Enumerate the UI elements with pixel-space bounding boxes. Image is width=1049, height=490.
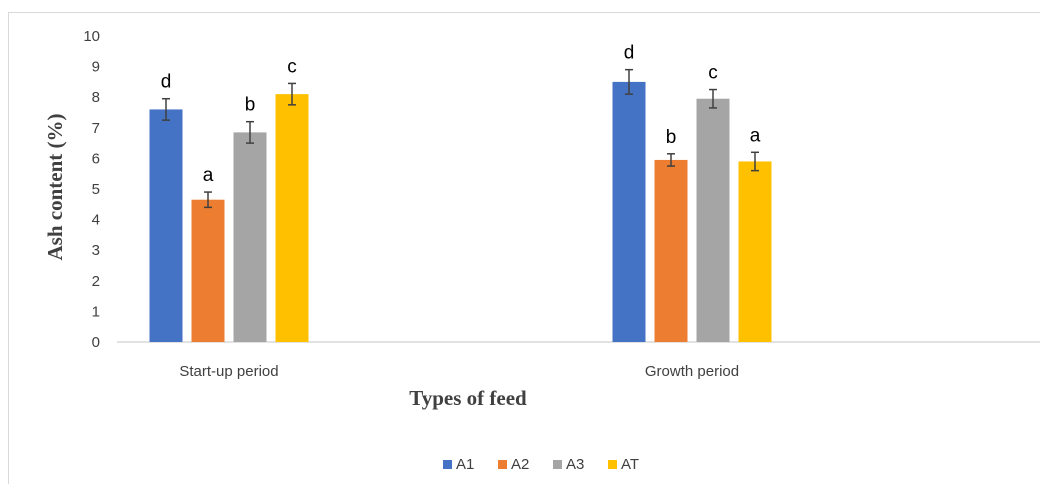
bar-a2-startup — [191, 199, 225, 342]
legend-swatch — [608, 460, 617, 469]
bar-a1-startup — [149, 109, 183, 342]
error-bar — [288, 82, 296, 106]
error-bar — [246, 120, 254, 144]
bar-a2-growth — [654, 159, 688, 342]
x-axis-categories: Start-up period Growth period — [179, 363, 739, 380]
y-tick-label: 3 — [92, 242, 100, 259]
legend-swatch — [553, 460, 562, 469]
significance-letter: a — [750, 125, 761, 146]
legend-label: A2 — [511, 456, 529, 473]
error-bar — [709, 88, 717, 109]
y-tick-label: 4 — [92, 212, 100, 229]
y-tick-label: 8 — [92, 89, 100, 106]
legend: A1 A2 A3 AT — [443, 456, 639, 473]
legend-label: A1 — [456, 456, 474, 473]
y-axis-title: Ash content (%) — [43, 114, 67, 261]
error-bar — [204, 191, 212, 209]
y-tick-label: 0 — [92, 334, 100, 351]
bar-at-startup — [275, 94, 309, 342]
legend-item-a1: A1 — [443, 456, 474, 473]
x-category-label: Growth period — [645, 363, 739, 380]
y-tick-label: 6 — [92, 150, 100, 167]
bar-a3-growth — [696, 98, 730, 342]
bar-a1-growth — [612, 81, 646, 343]
significance-letter: c — [287, 56, 297, 77]
y-tick-label: 1 — [92, 303, 100, 320]
significance-letter: a — [203, 165, 214, 186]
x-category-label: Start-up period — [179, 363, 278, 380]
y-tick-label: 2 — [92, 273, 100, 290]
error-bar — [751, 151, 759, 172]
y-axis-ticks: 0 1 2 3 4 5 6 7 8 9 10 — [83, 28, 100, 351]
significance-letter: b — [245, 95, 256, 116]
legend-swatch — [498, 460, 507, 469]
legend-item-a2: A2 — [498, 456, 529, 473]
significance-letter: d — [161, 72, 172, 93]
error-bar — [162, 97, 170, 121]
y-tick-label: 9 — [92, 59, 100, 76]
significance-letter: c — [708, 63, 718, 84]
bars: d a b c d b c a — [149, 43, 772, 343]
y-tick-label: 5 — [92, 181, 100, 198]
error-bar — [625, 68, 633, 95]
bar-at-growth — [738, 161, 772, 342]
significance-letter: b — [666, 127, 677, 148]
error-bar — [667, 153, 675, 167]
legend-label: A3 — [566, 456, 584, 473]
chart-frame — [8, 12, 1040, 484]
x-axis-title: Types of feed — [409, 386, 527, 410]
legend-label: AT — [621, 456, 639, 473]
legend-item-a3: A3 — [553, 456, 584, 473]
bar-a3-startup — [233, 132, 267, 342]
y-tick-label: 7 — [92, 120, 100, 137]
legend-item-at: AT — [608, 456, 639, 473]
y-tick-label: 10 — [83, 28, 100, 45]
significance-letter: d — [624, 43, 635, 64]
legend-swatch — [443, 460, 452, 469]
